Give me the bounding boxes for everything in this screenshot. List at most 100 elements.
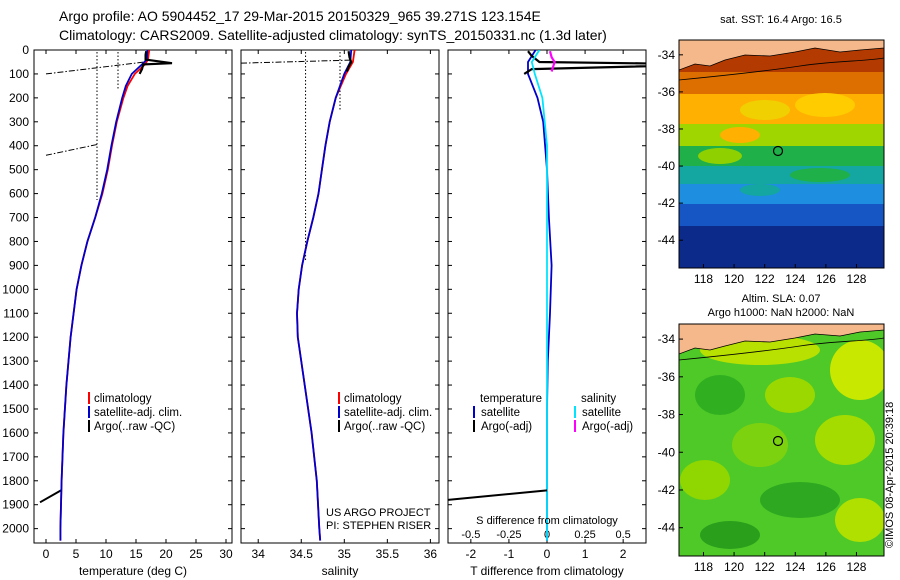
- depth-tick-label: 2000: [2, 522, 29, 536]
- diff-legend-sal-argo: Argo(-adj): [582, 421, 633, 433]
- diff-legend-temp-argo: Argo(-adj): [481, 421, 532, 433]
- diff-legend-sal-title: salinity: [581, 393, 616, 405]
- salinity-panel: [240, 49, 440, 544]
- temperature-legend: climatology satellite-adj. clim. Argo(..…: [88, 392, 182, 433]
- series-line-satellite-adj-clim-: [296, 50, 353, 541]
- lon-tick-label: 122: [755, 560, 775, 574]
- depth-tick-label: 1300: [2, 354, 29, 368]
- difference-legend: temperature salinity satellite Argo(-adj…: [473, 393, 633, 433]
- imos-credit: ©IMOS 08-Apr-2015 20:39:18: [884, 402, 896, 548]
- lat-tick-label: -34: [658, 48, 676, 62]
- lon-tick-label: 124: [785, 272, 805, 286]
- lat-tick-label: -34: [658, 332, 676, 346]
- salinity-diff-tick-label: -0.25: [496, 529, 521, 541]
- x-tick-label: 34.5: [290, 547, 314, 561]
- x-tick-label: 5: [73, 547, 80, 561]
- temperature-xlabel: temperature (deg C): [79, 564, 187, 578]
- x-tick-label: 34: [252, 547, 266, 561]
- series-line-satellite-adj-clim-: [59, 50, 149, 541]
- sst-lon-ticks: 118 120 122 124 126 128: [694, 264, 867, 286]
- salinity-reference-lines: [241, 52, 353, 260]
- depth-tick-label: 600: [9, 187, 29, 201]
- depth-tick-label: 0: [22, 43, 29, 57]
- series-line-temperature-argo-adj-: [523, 50, 646, 75]
- lat-tick-label: -36: [658, 370, 676, 384]
- difference-xlabel: T difference from climatology: [470, 564, 624, 578]
- lat-tick-label: -44: [658, 233, 676, 247]
- salinity-diff-tick-label: 0.5: [616, 529, 631, 541]
- salinity-legend: climatology satellite-adj. clim. Argo(..…: [338, 392, 432, 433]
- depth-tick-label: 200: [9, 91, 29, 105]
- depth-tick-label: 1800: [2, 474, 29, 488]
- temperature-legend-satellite: satellite-adj. clim.: [94, 407, 182, 419]
- x-tick-label: 1: [582, 547, 589, 561]
- lon-tick-label: 120: [724, 560, 744, 574]
- lon-tick-label: 120: [724, 272, 744, 286]
- depth-tick-label: 1700: [2, 450, 29, 464]
- depth-tick-label: 400: [9, 139, 29, 153]
- sla-map-title2: Argo h1000: NaN h2000: NaN: [708, 307, 855, 319]
- series-line-temperature-satellite: [527, 50, 553, 541]
- difference-x-ticks: -2 -1 0 1 2-0.5 -0.25 0 0.25 0.5: [461, 50, 631, 561]
- lat-tick-label: -42: [658, 196, 676, 210]
- salinity-series: [296, 50, 356, 541]
- depth-tick-label: 900: [9, 258, 29, 272]
- depth-tick-label: 1100: [3, 306, 29, 320]
- diff-legend-temp-title: temperature: [480, 393, 542, 405]
- x-tick-label: 0: [544, 547, 551, 561]
- lat-tick-label: -36: [658, 85, 676, 99]
- difference-series: [448, 50, 646, 541]
- depth-tick-label: 500: [9, 163, 29, 177]
- salinity-x-ticks: 34 34.5 35 35.5 36: [252, 50, 438, 561]
- difference-top-label: S difference from climatology: [476, 515, 618, 527]
- lon-tick-label: 128: [846, 560, 866, 574]
- x-tick-label: 36: [424, 547, 438, 561]
- depth-tick-label: 800: [9, 234, 29, 248]
- series-line-climatology: [296, 50, 356, 541]
- salinity-diff-tick-label: -0.5: [461, 529, 480, 541]
- sla-map-frame: [678, 323, 885, 557]
- figure-title-line1: Argo profile: AO 5904452_17 29-Mar-2015 …: [59, 8, 541, 24]
- salinity-xlabel: salinity: [322, 564, 359, 578]
- lat-tick-label: -38: [658, 408, 676, 422]
- x-tick-label: 20: [159, 547, 173, 561]
- salinity-legend-climatology: climatology: [344, 393, 402, 405]
- sla-lat-ticks: -34 -36 -38 -40 -42 -44: [658, 332, 683, 535]
- sst-map: [679, 40, 884, 268]
- lat-tick-label: -40: [658, 445, 676, 459]
- salinity-diff-tick-label: 0.25: [574, 529, 595, 541]
- depth-tick-label: 100: [9, 67, 29, 81]
- series-line-climatology: [59, 50, 151, 541]
- lat-tick-label: -42: [658, 483, 676, 497]
- sla-argo-marker: [772, 435, 784, 447]
- series-line-argo-raw-qc-: [345, 51, 353, 72]
- project-label: US ARGO PROJECT: [326, 507, 431, 519]
- depth-tick-label: 1000: [2, 282, 29, 296]
- depth-tick-label: 700: [9, 211, 29, 225]
- figure-title-line2: Climatology: CARS2009. Satellite-adjuste…: [59, 27, 607, 43]
- temperature-reference-lines: [39, 52, 146, 504]
- x-tick-label: 35.5: [376, 547, 400, 561]
- salinity-legend-argo: Argo(..raw -QC): [344, 421, 425, 433]
- sst-argo-marker: [772, 145, 784, 157]
- x-tick-label: 2: [620, 547, 627, 561]
- temperature-legend-climatology: climatology: [94, 393, 152, 405]
- lon-tick-label: 118: [694, 560, 713, 574]
- sst-lat-ticks: -34 -36 -38 -40 -42 -44: [658, 48, 683, 247]
- x-tick-label: 25: [189, 547, 203, 561]
- diff-legend-sal-satellite: satellite: [582, 407, 621, 419]
- depth-axis: 0 100 200 300 400 500 600 700 800 900 1000 1100 1200…: [2, 43, 646, 536]
- difference-argo-deep: [448, 489, 548, 501]
- temperature-series: [59, 50, 173, 541]
- series-line-argo-raw-qc-: [138, 51, 173, 75]
- salinity-ref-dashdot: [241, 59, 353, 64]
- salinity-legend-satellite: satellite-adj. clim.: [344, 407, 432, 419]
- depth-tick-label: 1200: [2, 330, 29, 344]
- sla-map-title1: Altim. SLA: 0.07: [742, 293, 821, 305]
- lon-tick-label: 126: [816, 560, 836, 574]
- diff-legend-temp-satellite: satellite: [481, 407, 520, 419]
- temperature-ref-dashdot: [45, 144, 98, 156]
- temperature-panel: [33, 49, 233, 544]
- x-tick-label: 10: [99, 547, 113, 561]
